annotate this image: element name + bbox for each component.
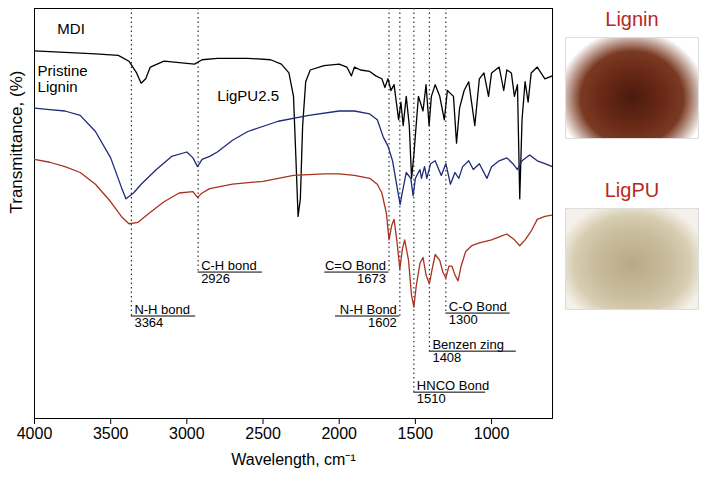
svg-text:MDI: MDI: [57, 20, 84, 37]
svg-text:HNCO Bond: HNCO Bond: [416, 378, 490, 394]
svg-text:1300: 1300: [449, 312, 478, 327]
svg-text:3000: 3000: [169, 425, 205, 442]
svg-text:Benzen zing: Benzen zing: [432, 337, 504, 353]
svg-text:3364: 3364: [134, 315, 163, 330]
html-text:Lignin: Lignin: [605, 8, 659, 30]
svg-text:C-O Bond: C-O Bond: [448, 299, 507, 315]
svg-text:2926: 2926: [201, 271, 230, 286]
svg-text:PristineLignin: PristineLignin: [38, 62, 88, 95]
svg-text:3500: 3500: [93, 425, 129, 442]
svg-text:2500: 2500: [245, 425, 281, 442]
svg-text:C-H bond: C-H bond: [201, 258, 257, 274]
svg-text:Wavelength, cm⁻¹: Wavelength, cm⁻¹: [231, 451, 355, 468]
svg-text:1510: 1510: [417, 391, 446, 406]
svg-text:C=O Bond: C=O Bond: [324, 258, 386, 274]
svg-text:N-H Bond: N-H Bond: [339, 302, 397, 317]
svg-text:Transmittance, (%): Transmittance, (%): [7, 71, 26, 214]
svg-text:1673: 1673: [357, 271, 386, 286]
svg-text:2000: 2000: [321, 425, 357, 442]
svg-text:1602: 1602: [368, 315, 397, 330]
svg-text:1000: 1000: [474, 425, 510, 442]
svg-text:LigPU2.5: LigPU2.5: [217, 87, 279, 104]
svg-text:1500: 1500: [398, 425, 434, 442]
svg-text:N-H bond: N-H bond: [134, 302, 190, 317]
svg-text:1408: 1408: [432, 350, 461, 365]
html-text:LigPU: LigPU: [604, 179, 660, 201]
svg-text:4000: 4000: [17, 425, 53, 442]
